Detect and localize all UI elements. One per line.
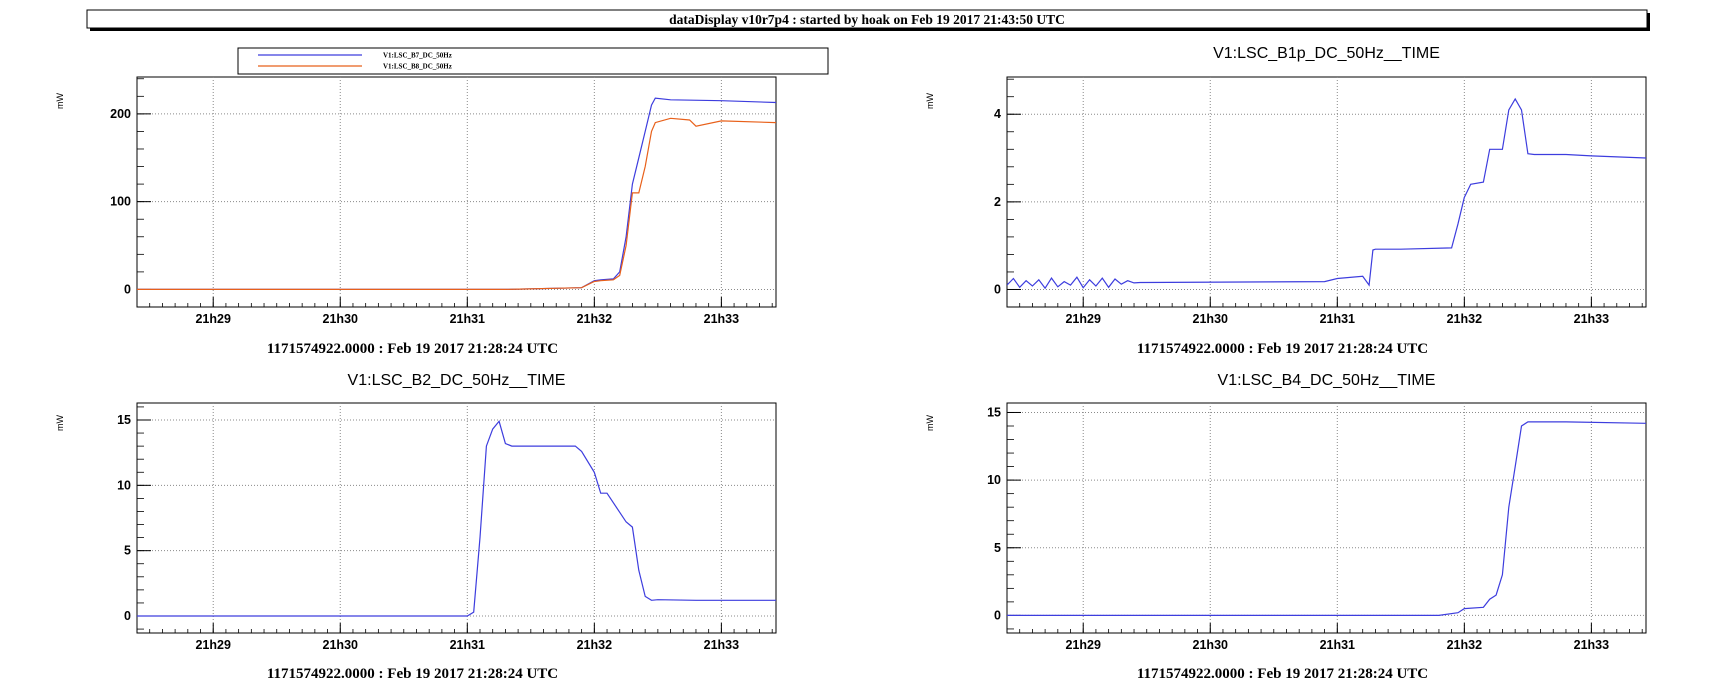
x-tick-label: 21h31	[450, 312, 485, 326]
chart-panel-4: 21h29 21h30 21h31 21h32 21h33 0 5 10 15 mW V1:LSC_…	[925, 372, 1647, 682]
x-tick-label: 21h30	[323, 638, 358, 652]
y-tick-label: 5	[124, 544, 131, 558]
y-axis-unit: mW	[925, 93, 935, 109]
x-tick-label: 21h33	[1574, 312, 1609, 326]
x-tick-label: 21h32	[1447, 312, 1482, 326]
series-line-1	[137, 420, 776, 617]
plot-frame	[1006, 402, 1647, 634]
x-tick-label: 21h29	[1065, 312, 1100, 326]
y-tick-label: 0	[994, 608, 1001, 622]
x-tick-label: 21h30	[1193, 638, 1228, 652]
x-tick-label: 21h31	[1320, 638, 1355, 652]
x-axis-label: 1171574922.0000 : Feb 19 2017 21:28:24 U…	[267, 666, 558, 682]
series-line-1	[1007, 421, 1646, 617]
legend-box	[237, 47, 829, 75]
x-tick-label: 21h29	[195, 312, 230, 326]
x-tick-label: 21h32	[1447, 638, 1482, 652]
y-tick-label: 10	[987, 473, 1001, 487]
y-tick-label: 4	[994, 107, 1001, 121]
y-tick-label: 0	[994, 282, 1001, 296]
x-tick-label: 21h33	[704, 638, 739, 652]
y-tick-label: 200	[110, 107, 131, 121]
x-tick-label: 21h32	[577, 312, 612, 326]
plot-title: V1:LSC_B2_DC_50Hz__TIME	[348, 372, 566, 389]
header-bar: dataDisplay v10r7p4 : started by hoak on…	[86, 9, 1650, 31]
x-axis-label: 1171574922.0000 : Feb 19 2017 21:28:24 U…	[267, 341, 558, 357]
x-tick-label: 21h31	[1320, 312, 1355, 326]
x-axis-label: 1171574922.0000 : Feb 19 2017 21:28:24 U…	[1137, 341, 1428, 357]
y-axis-unit: mW	[55, 93, 65, 109]
y-tick-label: 5	[994, 541, 1001, 555]
plot-title: V1:LSC_B4_DC_50Hz__TIME	[1218, 372, 1436, 389]
x-tick-label: 21h32	[577, 638, 612, 652]
plot-title: V1:LSC_B1p_DC_50Hz__TIME	[1213, 45, 1440, 62]
legend: V1:LSC_B7_DC_50Hz V1:LSC_B8_DC_50Hz	[237, 47, 829, 75]
y-tick-label: 0	[124, 609, 131, 623]
legend-entry: V1:LSC_B7_DC_50Hz	[383, 52, 452, 60]
x-tick-label: 21h31	[450, 638, 485, 652]
y-axis-unit: mW	[925, 415, 935, 431]
plot-frame	[136, 402, 777, 634]
chart-panel-1: 21h29 21h30 21h31 21h32 21h33 0 100 200 mW 117157…	[55, 47, 829, 357]
y-axis-unit: mW	[55, 415, 65, 431]
plot-frame	[136, 76, 777, 308]
header-title: dataDisplay v10r7p4 : started by hoak on…	[669, 12, 1065, 27]
series-line-1	[1007, 97, 1646, 290]
series-line-2	[137, 117, 776, 290]
y-tick-label: 2	[994, 195, 1001, 209]
y-tick-label: 10	[117, 478, 131, 492]
y-tick-label: 100	[110, 195, 131, 209]
y-tick-label: 15	[987, 405, 1001, 419]
y-tick-label: 0	[124, 282, 131, 296]
y-tick-label: 15	[117, 413, 131, 427]
x-axis-label: 1171574922.0000 : Feb 19 2017 21:28:24 U…	[1137, 666, 1428, 682]
x-tick-label: 21h30	[323, 312, 358, 326]
legend-entry: V1:LSC_B8_DC_50Hz	[383, 63, 452, 71]
x-tick-label: 21h29	[195, 638, 230, 652]
plot-frame	[1006, 76, 1647, 308]
x-tick-label: 21h33	[704, 312, 739, 326]
chart-panel-3: 21h29 21h30 21h31 21h32 21h33 0 5 10 15 mW V1:LSC_…	[55, 372, 777, 682]
x-tick-label: 21h33	[1574, 638, 1609, 652]
chart-panel-2: 21h29 21h30 21h31 21h32 21h33 0 2 4 mW V1:LSC_B1p…	[925, 45, 1647, 357]
x-tick-label: 21h30	[1193, 312, 1228, 326]
x-tick-label: 21h29	[1065, 638, 1100, 652]
